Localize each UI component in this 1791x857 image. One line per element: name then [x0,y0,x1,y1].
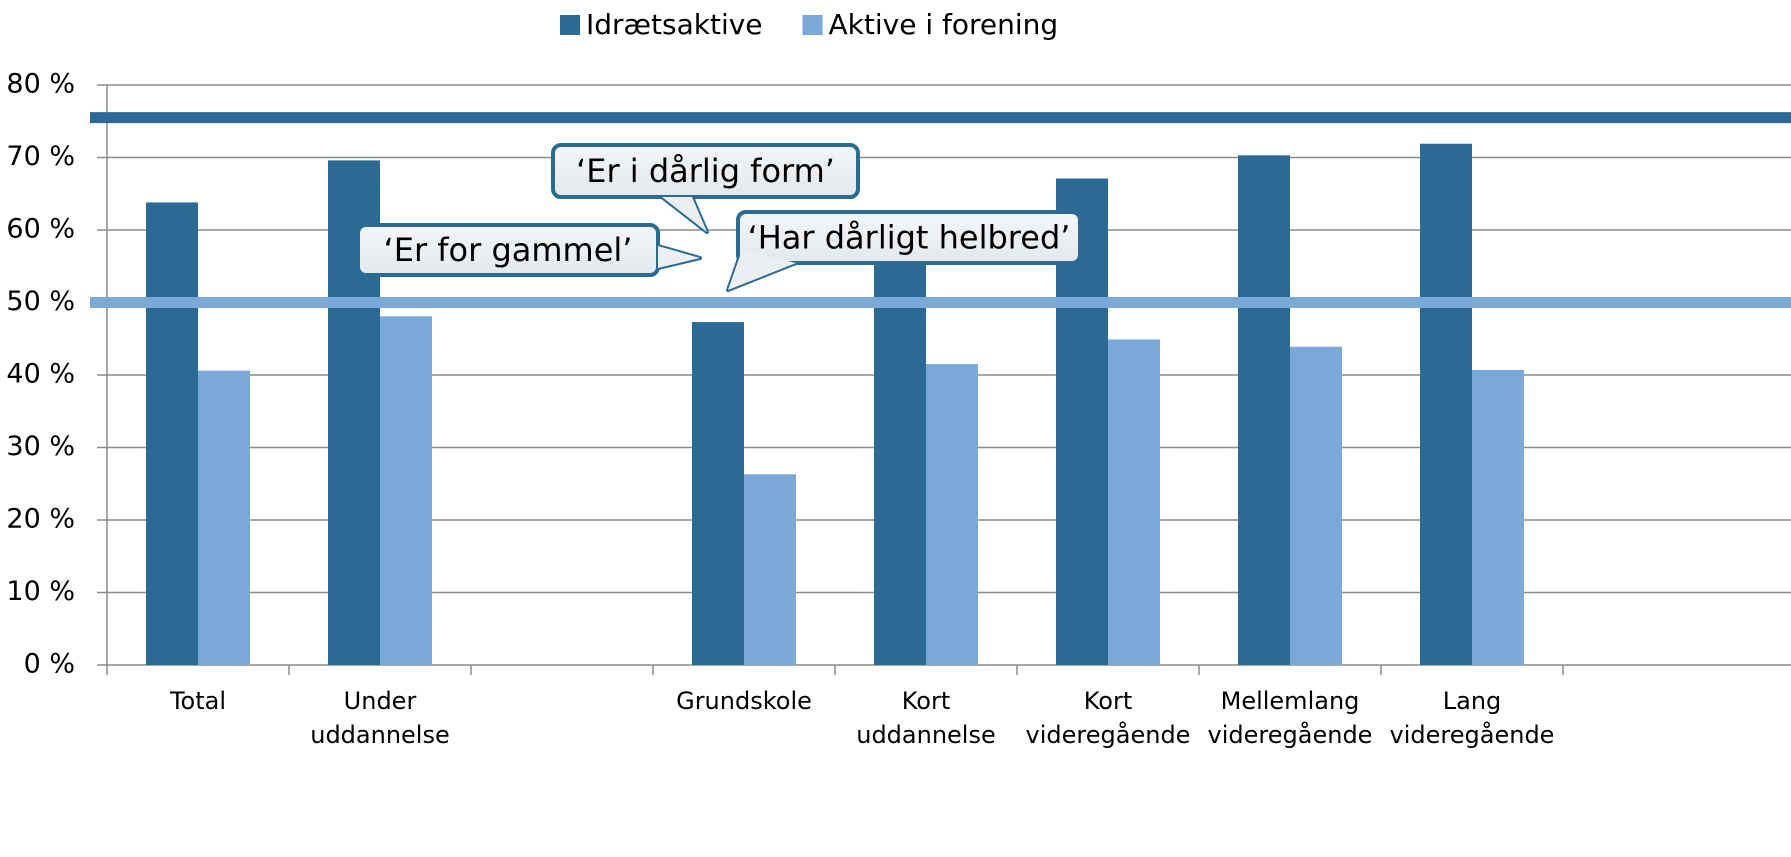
x-tick-label: Mellemlang videregående [1208,687,1373,749]
legend-label: Idrætsaktive [586,8,763,41]
x-tick-label: Under uddannelse [310,687,450,749]
bar [926,364,978,665]
callout-text: ‘Er for gammel’ [384,231,633,269]
y-tick-label: 30 % [6,431,75,462]
y-tick-label: 60 % [6,214,75,245]
callout-box [551,143,860,199]
legend-label: Aktive i forening [829,8,1059,41]
x-tick-label: Kort uddannelse [856,687,996,749]
callout-text: ‘Har dårligt helbred’ [748,219,1071,257]
bar [380,316,432,665]
y-tick-label: 50 % [6,286,75,317]
bar [146,202,198,665]
legend-swatch [802,15,823,35]
y-tick-label: 70 % [6,141,75,172]
x-tick-label: Total [169,687,226,715]
x-tick-label: Grundskole [676,687,812,715]
callout-joint [662,197,707,232]
bar [744,474,796,665]
x-tick-label: Lang videregående [1390,687,1555,749]
callout-text: ‘Er i dårlig form’ [576,152,835,190]
legend-swatch [560,15,580,35]
callout-box [736,210,1082,265]
callout-joint [728,250,796,290]
bar [1238,155,1290,665]
y-tick-label: 20 % [6,504,75,535]
bar [1472,369,1524,665]
bar [1420,143,1472,666]
y-tick-label: 10 % [6,576,75,607]
bar [1108,339,1160,665]
bar [874,240,926,665]
x-tick-label: Kort videregående [1026,687,1191,749]
y-tick-label: 40 % [6,359,75,390]
y-tick-label: 80 % [6,69,75,100]
bar [1290,346,1342,665]
bar [692,322,744,665]
bar [198,370,250,665]
y-tick-label: 0 % [24,649,75,680]
callout-joint [658,246,700,268]
